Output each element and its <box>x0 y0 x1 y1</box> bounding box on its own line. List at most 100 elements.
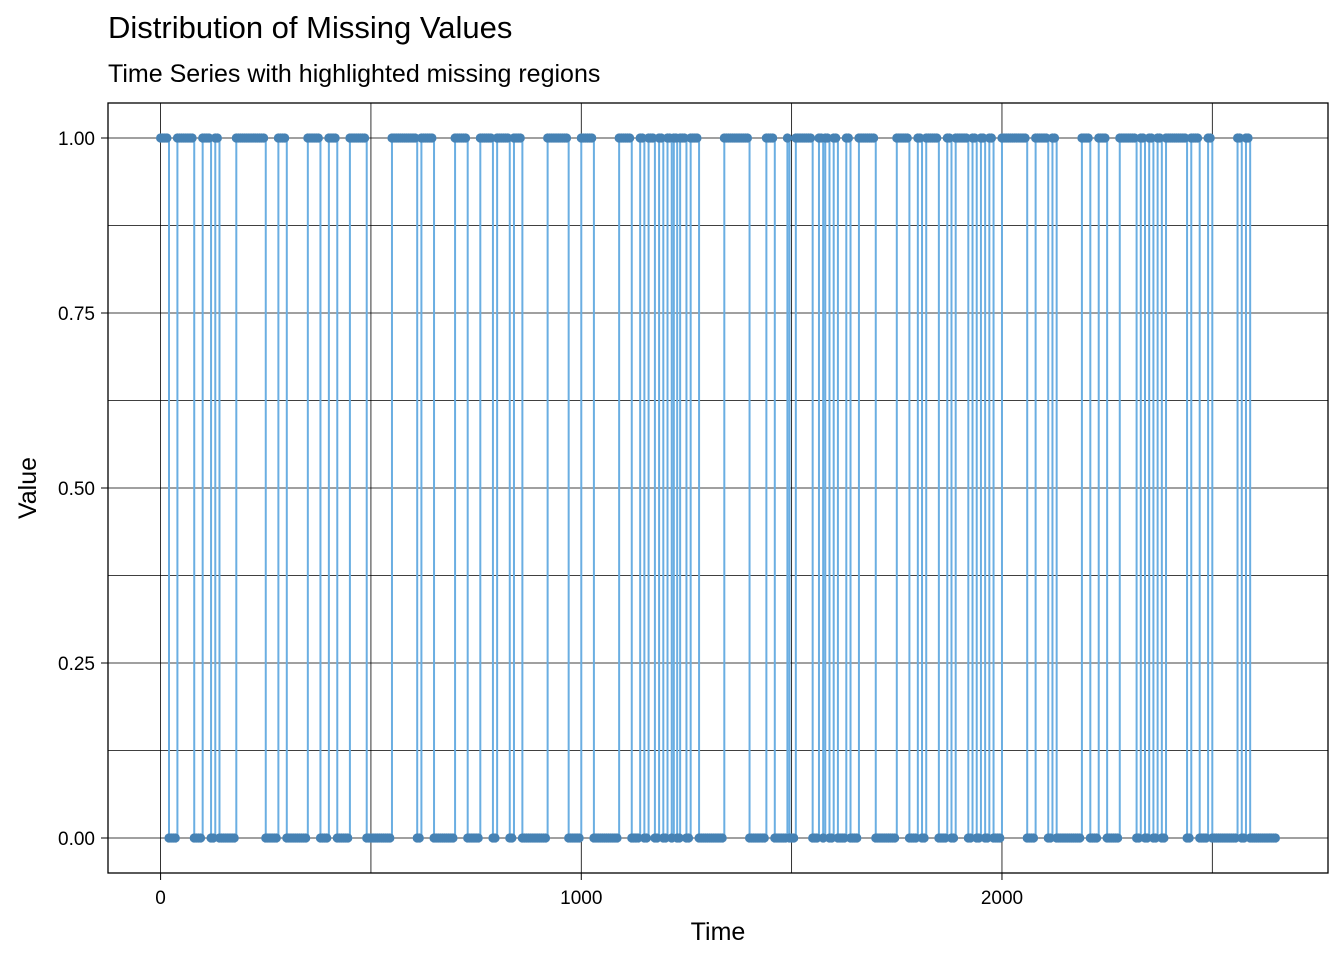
data-point <box>1270 833 1281 843</box>
data-point <box>1049 133 1060 143</box>
data-point <box>490 833 500 843</box>
data-point <box>637 133 647 143</box>
data-point <box>414 833 424 843</box>
data-point <box>195 833 206 843</box>
data-point <box>1134 833 1144 843</box>
y-tick-label: 0.50 <box>58 479 95 500</box>
data-point <box>1041 133 1051 143</box>
data-point <box>978 133 988 143</box>
data-point <box>330 133 340 143</box>
data-point <box>1184 833 1194 843</box>
x-axis-title: Time <box>691 918 746 946</box>
data-point <box>322 833 332 843</box>
data-point <box>208 833 218 843</box>
data-point <box>427 133 437 143</box>
data-point <box>818 833 828 843</box>
data-point <box>902 133 912 143</box>
data-point <box>1092 833 1102 843</box>
data-point <box>229 833 239 843</box>
data-point <box>385 833 395 843</box>
data-point <box>259 133 269 143</box>
data-point <box>982 833 992 843</box>
data-point <box>656 133 666 143</box>
data-point <box>1243 133 1253 143</box>
data-point <box>204 133 214 143</box>
y-tick-label: 0.75 <box>58 304 95 325</box>
data-point <box>313 133 323 143</box>
data-point <box>1138 133 1148 143</box>
data-point <box>679 133 689 143</box>
data-point <box>974 833 984 843</box>
data-point <box>948 833 959 843</box>
data-point <box>1028 833 1039 843</box>
data-point <box>343 833 353 843</box>
data-point <box>970 133 980 143</box>
data-point <box>515 133 525 143</box>
data-point <box>574 833 584 843</box>
data-point <box>911 833 921 843</box>
data-point <box>280 133 290 143</box>
data-point <box>995 833 1005 843</box>
data-point <box>633 833 643 843</box>
data-point <box>692 133 702 143</box>
data-point <box>674 833 684 843</box>
data-point <box>789 833 799 843</box>
data-point <box>940 833 950 843</box>
data-point <box>503 133 513 143</box>
data-point <box>1201 833 1211 843</box>
y-axis-title: Value <box>14 457 42 519</box>
y-tick-label: 1.00 <box>58 129 95 150</box>
data-point <box>965 833 976 843</box>
data-point <box>1230 833 1241 843</box>
data-point <box>831 133 841 143</box>
data-point <box>473 833 483 843</box>
data-point <box>561 133 572 143</box>
data-point <box>843 133 854 143</box>
data-point <box>648 133 658 143</box>
data-point <box>460 133 471 143</box>
y-tick-label: 0.00 <box>58 829 95 850</box>
data-point <box>212 133 222 143</box>
data-point <box>170 833 180 843</box>
data-point <box>1205 133 1215 143</box>
axes: 0 1000 2000 0.00 0.25 0.50 0.75 1.00 <box>58 129 1023 909</box>
data-point <box>448 833 458 843</box>
data-point <box>1142 833 1152 843</box>
data-point <box>768 133 778 143</box>
data-point <box>852 833 862 843</box>
data-point <box>782 133 793 143</box>
data-point <box>652 833 662 843</box>
data-point <box>660 833 671 843</box>
x-tick-label: 0 <box>155 888 166 909</box>
data-point <box>1180 133 1190 143</box>
data-point <box>1020 133 1030 143</box>
data-point <box>826 833 837 843</box>
data-point <box>1150 833 1161 843</box>
data-point <box>410 133 420 143</box>
data-point <box>759 833 769 843</box>
data-point <box>587 133 597 143</box>
data-point <box>271 833 281 843</box>
series-points <box>155 133 1281 843</box>
chart-subtitle: Time Series with highlighted missing reg… <box>108 60 601 88</box>
data-point <box>1100 133 1110 143</box>
data-point <box>1239 833 1249 843</box>
data-point <box>625 133 635 143</box>
data-point <box>1113 833 1123 843</box>
x-tick-label: 2000 <box>981 888 1023 909</box>
data-point <box>540 833 551 843</box>
data-point <box>360 133 370 143</box>
chart-title: Distribution of Missing Values <box>108 10 513 45</box>
data-point <box>1129 133 1140 143</box>
data-point <box>961 133 971 143</box>
data-point <box>742 133 753 143</box>
data-point <box>932 133 942 143</box>
data-point <box>944 133 954 143</box>
data-point <box>1083 133 1093 143</box>
data-point <box>1235 133 1245 143</box>
data-point <box>919 833 929 843</box>
y-tick-label: 0.25 <box>58 654 95 675</box>
data-point <box>839 833 849 843</box>
x-tick-label: 1000 <box>560 888 602 909</box>
